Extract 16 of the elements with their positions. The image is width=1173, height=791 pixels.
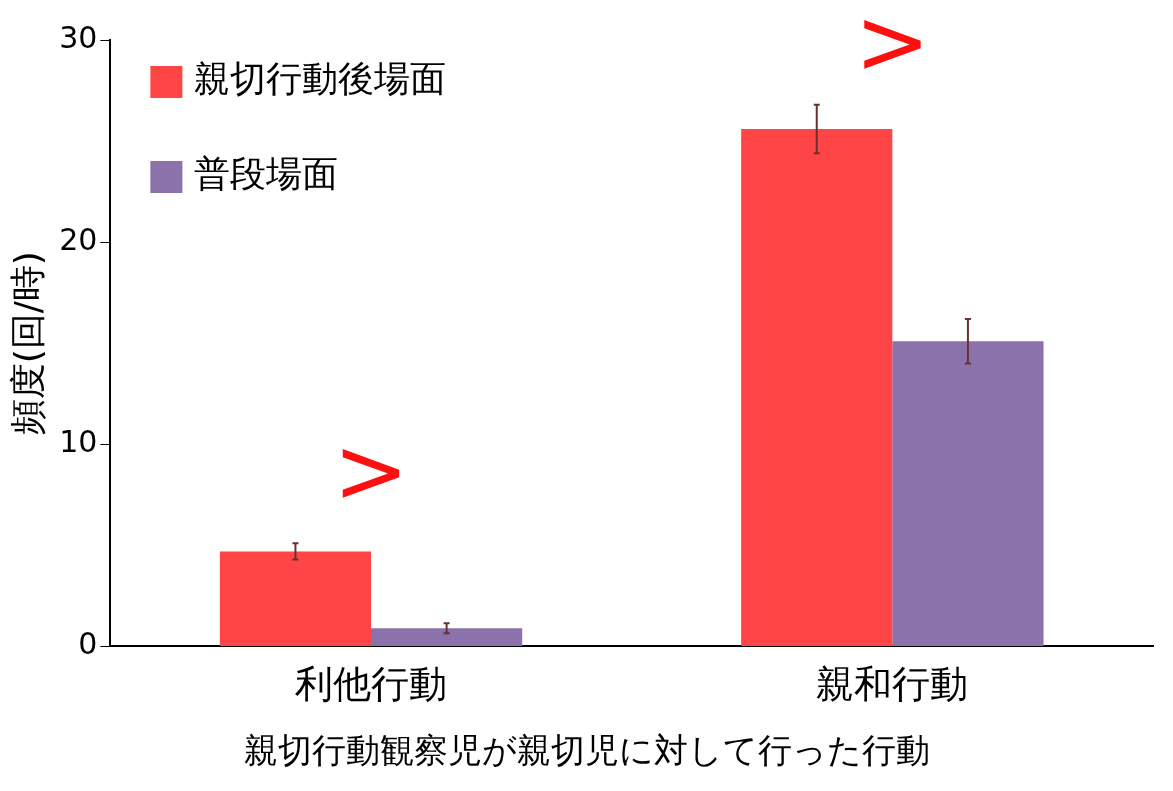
y-tick-label: 30 [59,19,98,55]
y-axis-title: 頻度(回/時) [6,251,48,436]
y-tick-label: 10 [59,424,98,460]
annotation: > [854,0,931,95]
y-tick-label: 0 [78,626,98,662]
x-tick-label: 利他行動 [295,662,448,707]
annotation: > [333,417,409,523]
bar [371,628,523,646]
x-tick-label: 親和行動 [816,662,969,707]
bar [741,128,893,646]
x-axis-title: 親切行動観察児が親切児に対して行った行動 [242,729,931,772]
y-tick-label: 20 [59,221,98,257]
legend-label: 普段場面 [194,153,339,195]
legend-label: 親切行動後場面 [194,58,447,100]
bar [219,551,372,646]
bar [892,341,1044,646]
